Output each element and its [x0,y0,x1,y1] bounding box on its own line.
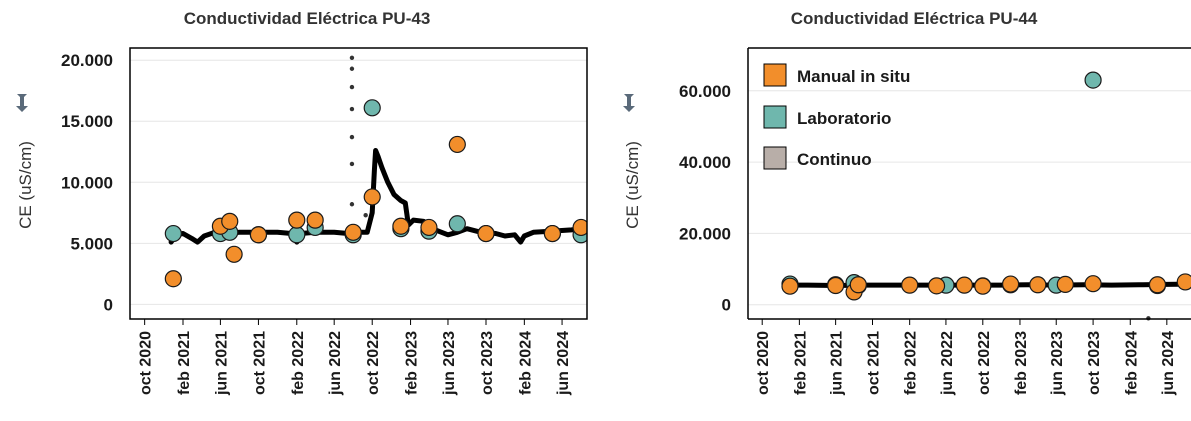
plot-frame [129,47,588,320]
continuo-point [349,106,355,112]
x-tick-label: feb 2024 [1123,331,1140,395]
manual-point[interactable] [420,218,438,237]
laboratorio-point[interactable] [288,226,306,244]
y-tick-label: 40.000 [679,153,731,172]
manual-point[interactable] [363,188,381,206]
x-tick-label: feb 2024 [517,331,534,395]
x-tick-label: feb 2023 [404,331,421,395]
chart-pu43: Conductividad Eléctrica PU-43 CE (uS/cm)… [16,9,589,396]
x-tick-label: feb 2022 [290,331,307,395]
manual-point[interactable] [448,135,466,154]
legend-label-laboratorio[interactable]: Laboratorio [797,109,891,128]
continuo-point [363,213,368,218]
manual-point[interactable] [927,277,946,295]
continuo-point [349,66,355,71]
manual-point[interactable] [827,276,845,295]
legend-label-manual[interactable]: Manual in situ [797,67,910,86]
laboratorio-point[interactable] [164,224,182,243]
x-tick-label: oct 2022 [365,331,382,395]
manual-point[interactable] [249,226,268,244]
continuo-point [349,161,355,167]
manual-point[interactable] [392,217,410,235]
chart-pu44: Conductividad Eléctrica PU-44 CE (uS/cm)… [623,9,1191,396]
x-tick-label: feb 2023 [1013,331,1030,395]
x-tick-label: feb 2022 [903,331,920,395]
manual-point[interactable] [1056,275,1074,294]
y-tick-label: 0 [722,296,731,315]
x-tick-label: feb 2021 [176,331,193,395]
manual-point[interactable] [288,211,306,229]
y-tick-label: 60.000 [679,82,731,101]
x-tick-label: jun 2023 [441,331,458,396]
manual-point[interactable] [974,277,992,295]
pin-icon[interactable] [623,94,635,112]
manual-point[interactable] [1029,276,1047,294]
x-tick-label: oct 2023 [1086,331,1103,395]
chart-title: Conductividad Eléctrica PU-44 [791,9,1038,28]
x-tick-label: oct 2021 [251,331,268,395]
y-axis-label: CE (uS/cm) [16,141,35,229]
manual-point[interactable] [164,270,182,288]
manual-point[interactable] [1001,275,1020,293]
y-tick-label: 10.000 [61,173,113,192]
manual-point[interactable] [221,212,239,230]
continuo-point [349,84,355,90]
legend-swatch-continuo[interactable] [763,146,787,170]
continuo-point [349,202,355,207]
y-axis-label: CE (uS/cm) [623,141,642,229]
x-tick-label: oct 2023 [479,331,496,395]
manual-point[interactable] [955,276,973,294]
x-tick-label: jun 2021 [213,331,230,396]
laboratorio-point[interactable] [363,99,381,117]
continuo-point [349,55,355,60]
y-tick-label: 20.000 [679,224,731,243]
x-tick-label: oct 2020 [138,331,155,395]
manual-point[interactable] [781,277,799,295]
pin-icon[interactable] [16,94,28,112]
laboratorio-point[interactable] [1084,71,1102,89]
x-tick-label: jun 2022 [327,331,344,396]
manual-point[interactable] [1084,275,1102,293]
manual-point[interactable] [1148,276,1167,294]
x-tick-label: jun 2022 [939,331,956,396]
manual-point[interactable] [344,223,362,241]
x-tick-label: jun 2024 [1160,331,1177,396]
legend: Manual in situ Laboratorio Continuo [763,63,910,170]
manual-point[interactable] [543,224,561,243]
x-tick-label: jun 2024 [555,331,572,396]
legend-swatch-laboratorio[interactable] [763,105,787,129]
manual-point[interactable] [477,224,495,243]
laboratorio-point[interactable] [448,215,466,233]
manual-point[interactable] [572,218,589,237]
manual-point[interactable] [849,276,867,294]
chart-title: Conductividad Eléctrica PU-43 [184,9,431,28]
x-tick-label: jun 2021 [829,331,846,396]
y-tick-label: 5.000 [70,234,113,253]
y-tick-label: 0 [104,295,113,314]
manual-point[interactable] [306,211,324,229]
manual-point[interactable] [225,245,243,263]
continuo-point [349,134,355,140]
y-tick-label: 15.000 [61,112,113,131]
legend-label-continuo[interactable]: Continuo [797,150,872,169]
x-tick-label: oct 2021 [865,331,882,395]
x-tick-label: feb 2021 [792,331,809,395]
y-tick-label: 20.000 [61,51,113,70]
manual-point[interactable] [1176,273,1191,291]
x-tick-label: jun 2023 [1049,331,1066,396]
legend-swatch-manual[interactable] [763,63,787,87]
manual-point[interactable] [901,276,919,294]
x-tick-label: oct 2020 [755,331,772,395]
x-tick-label: oct 2022 [976,331,993,395]
